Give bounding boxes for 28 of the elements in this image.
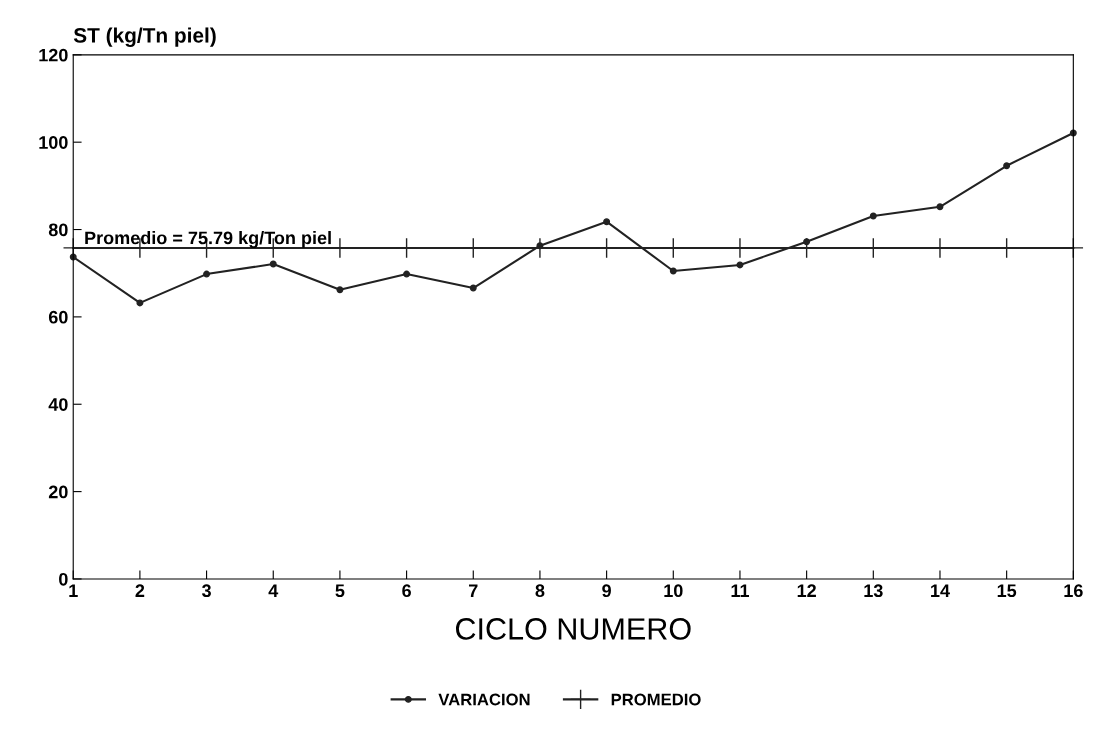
x-tick-label: 14 xyxy=(931,584,950,597)
x-tick-label: 5 xyxy=(335,584,345,598)
y-tick-label: 60 xyxy=(48,310,68,324)
x-tick-label: 1 xyxy=(69,584,78,597)
x-tick-label: 7 xyxy=(469,584,478,597)
x-tick-label: 3 xyxy=(201,584,211,598)
x-tick-label: 4 xyxy=(268,584,279,597)
x-tick-label: 12 xyxy=(797,584,816,597)
y-tick-label: 100 xyxy=(39,136,68,149)
y-tick-label: 120 xyxy=(39,48,68,62)
x-tick-label: 9 xyxy=(602,584,611,598)
legend-label: VARIACION xyxy=(438,693,530,706)
x-tick-label: 2 xyxy=(135,584,145,597)
x-tick-label: 6 xyxy=(402,584,411,598)
y-axis-title: ST (kg/Tn piel) xyxy=(73,27,216,47)
x-axis-title: CICLO NUMERO xyxy=(456,618,691,640)
x-tick-label: 11 xyxy=(731,584,749,597)
y-tick-label: 0 xyxy=(59,572,68,586)
x-tick-label: 15 xyxy=(997,584,1017,598)
y-tick-label: 40 xyxy=(48,398,68,411)
annotation: Promedio = 75.79 kg/Ton piel xyxy=(85,231,331,248)
legend-label: PROMEDIO xyxy=(611,693,701,706)
x-tick-label: 16 xyxy=(1064,584,1083,598)
y-tick-label: 80 xyxy=(48,223,68,237)
x-tick-label: 8 xyxy=(535,584,545,598)
x-tick-label: 13 xyxy=(864,584,883,598)
y-tick-label: 20 xyxy=(48,485,68,499)
x-tick-label: 10 xyxy=(664,584,683,598)
